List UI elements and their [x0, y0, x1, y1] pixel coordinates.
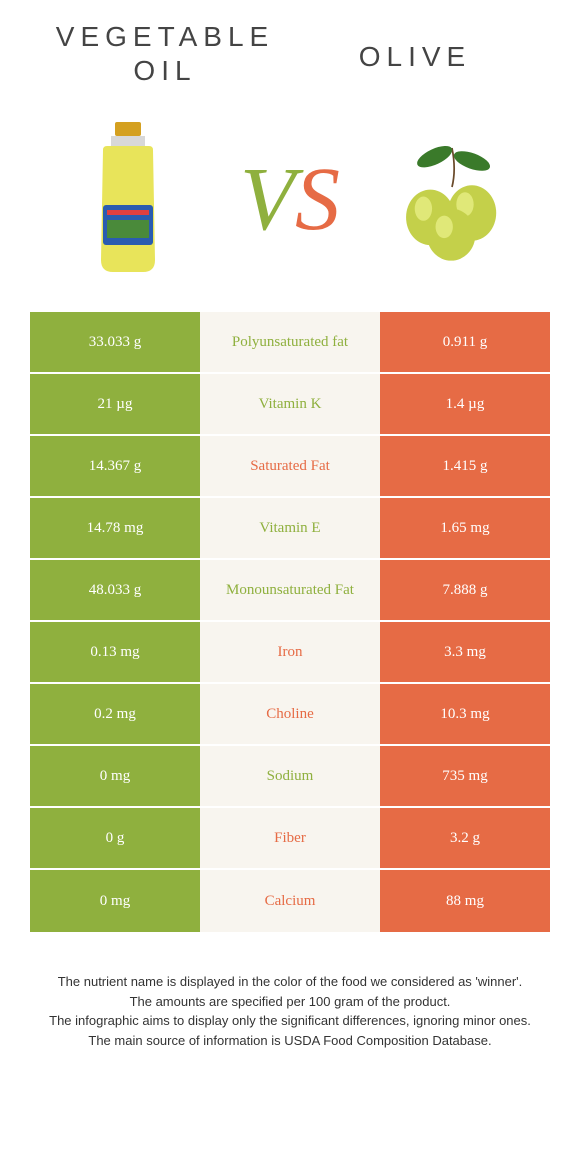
- cell-label: Fiber: [200, 808, 380, 870]
- cell-right: 0.911 g: [380, 312, 550, 374]
- comparison-table: 33.033 gPolyunsaturated fat0.911 g21 µgV…: [30, 312, 550, 932]
- images-row: VS: [0, 97, 580, 312]
- cell-label: Calcium: [200, 870, 380, 932]
- footer: The nutrient name is displayed in the co…: [0, 932, 580, 1050]
- cell-label: Choline: [200, 684, 380, 746]
- footer-line1: The nutrient name is displayed in the co…: [30, 972, 550, 992]
- cell-label: Sodium: [200, 746, 380, 808]
- table-row: 0 gFiber3.2 g: [30, 808, 550, 870]
- title-left-line2: OIL: [40, 54, 290, 88]
- table-row: 0.2 mgCholine10.3 mg: [30, 684, 550, 746]
- vs-label: VS: [240, 148, 340, 251]
- cell-right: 10.3 mg: [380, 684, 550, 746]
- cell-right: 1.65 mg: [380, 498, 550, 560]
- table-row: 48.033 gMonounsaturated Fat7.888 g: [30, 560, 550, 622]
- cell-right: 3.2 g: [380, 808, 550, 870]
- cell-left: 14.367 g: [30, 436, 200, 498]
- cell-label: Vitamin E: [200, 498, 380, 560]
- table-row: 21 µgVitamin K1.4 µg: [30, 374, 550, 436]
- cell-label: Vitamin K: [200, 374, 380, 436]
- cell-label: Polyunsaturated fat: [200, 312, 380, 374]
- header: VEGETABLE OIL OLIVE: [0, 0, 580, 97]
- cell-right: 1.4 µg: [380, 374, 550, 436]
- table-row: 33.033 gPolyunsaturated fat0.911 g: [30, 312, 550, 374]
- cell-left: 48.033 g: [30, 560, 200, 622]
- cell-left: 14.78 mg: [30, 498, 200, 560]
- vegetable-oil-image: [63, 117, 193, 282]
- cell-left: 0.2 mg: [30, 684, 200, 746]
- cell-left: 33.033 g: [30, 312, 200, 374]
- table-row: 14.78 mgVitamin E1.65 mg: [30, 498, 550, 560]
- cell-right: 735 mg: [380, 746, 550, 808]
- cell-left: 0 mg: [30, 870, 200, 932]
- table-row: 0 mgCalcium88 mg: [30, 870, 550, 932]
- cell-label: Monounsaturated Fat: [200, 560, 380, 622]
- footer-line3: The infographic aims to display only the…: [30, 1011, 550, 1031]
- cell-left: 21 µg: [30, 374, 200, 436]
- header-right: OLIVE: [290, 20, 540, 87]
- title-left-line1: VEGETABLE: [40, 20, 290, 54]
- cell-right: 88 mg: [380, 870, 550, 932]
- vs-v: V: [240, 150, 295, 249]
- olive-image: [387, 117, 517, 282]
- cell-right: 3.3 mg: [380, 622, 550, 684]
- table-row: 0 mgSodium735 mg: [30, 746, 550, 808]
- cell-right: 1.415 g: [380, 436, 550, 498]
- title-right: OLIVE: [290, 40, 540, 74]
- table-row: 0.13 mgIron3.3 mg: [30, 622, 550, 684]
- vs-s: S: [295, 150, 340, 249]
- footer-line2: The amounts are specified per 100 gram o…: [30, 992, 550, 1012]
- header-left: VEGETABLE OIL: [40, 20, 290, 87]
- cell-label: Iron: [200, 622, 380, 684]
- cell-left: 0 mg: [30, 746, 200, 808]
- footer-line4: The main source of information is USDA F…: [30, 1031, 550, 1051]
- cell-left: 0.13 mg: [30, 622, 200, 684]
- cell-right: 7.888 g: [380, 560, 550, 622]
- cell-label: Saturated Fat: [200, 436, 380, 498]
- table-row: 14.367 gSaturated Fat1.415 g: [30, 436, 550, 498]
- cell-left: 0 g: [30, 808, 200, 870]
